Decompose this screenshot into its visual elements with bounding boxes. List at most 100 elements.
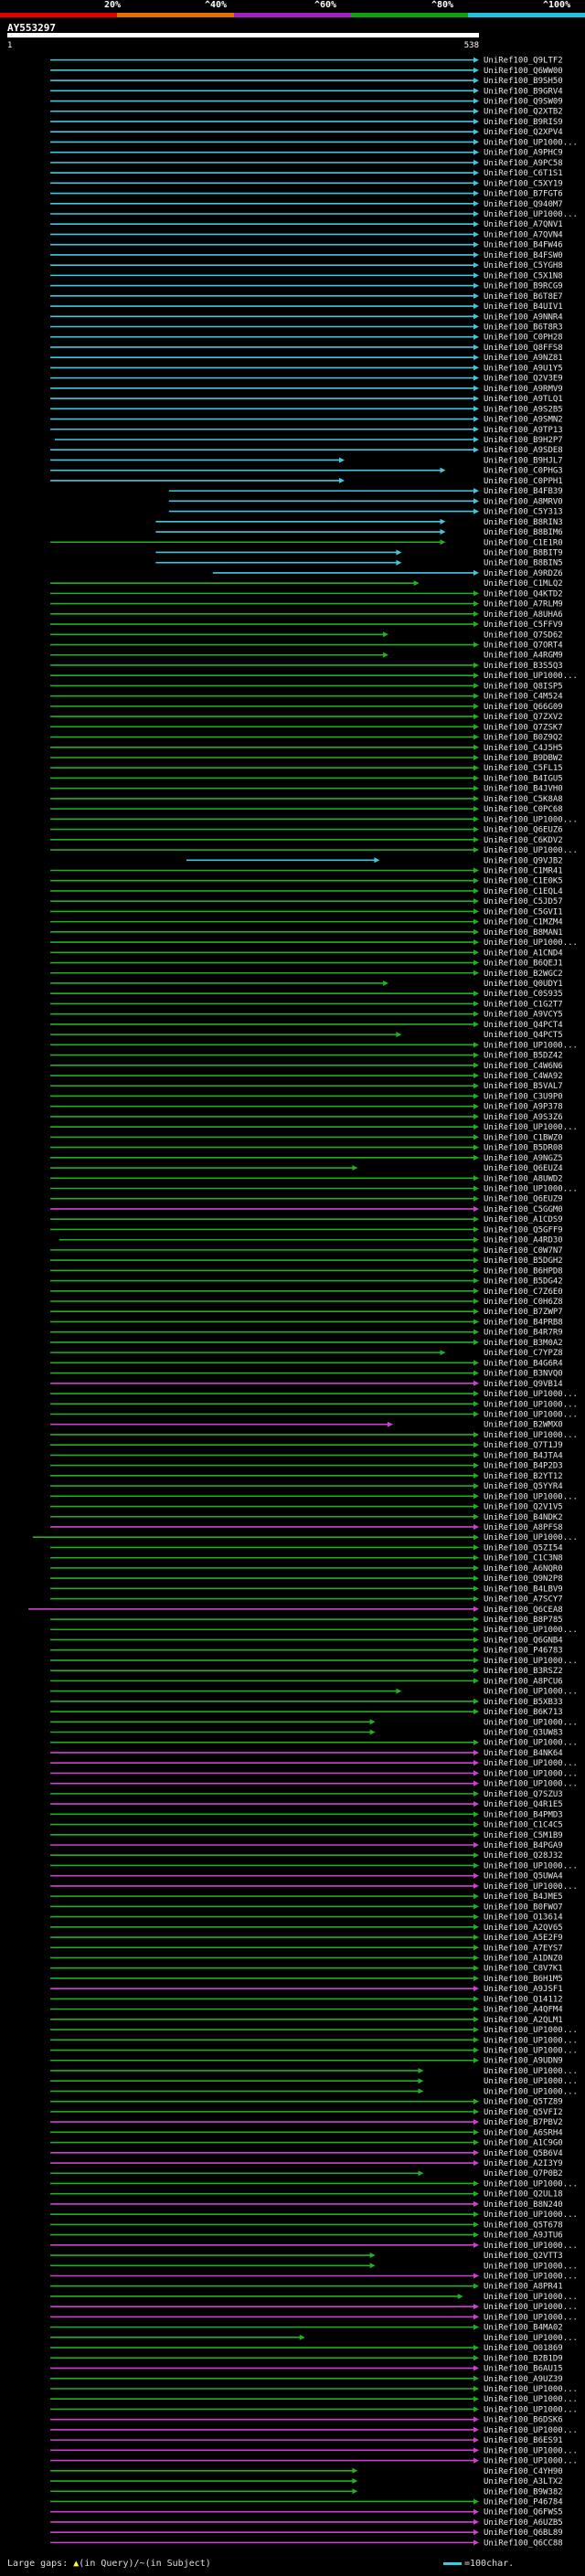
hit-row[interactable]: UniRef100_Q5TZ89 — [50, 2098, 563, 2107]
hit-label[interactable]: UniRef100_C5GVI1 — [484, 907, 563, 917]
hit-label[interactable]: UniRef100_C7Z6E0 — [484, 1288, 563, 1297]
hit-label[interactable]: UniRef100_A7RLM9 — [484, 600, 563, 610]
hit-label[interactable]: UniRef100_C5JD57 — [484, 897, 563, 906]
hit-row[interactable]: UniRef100_A6NQR0 — [50, 1564, 563, 1574]
hit-row[interactable]: UniRef100_Q5ZI54 — [50, 1543, 563, 1553]
hit-label[interactable]: UniRef100_B5XB33 — [484, 1698, 563, 1707]
hit-row[interactable]: UniRef100_UP1000... — [50, 938, 578, 948]
hit-label[interactable]: UniRef100_Q6WW00 — [484, 67, 563, 76]
hit-label[interactable]: UniRef100_Q5TZ89 — [484, 2098, 563, 2107]
hit-label[interactable]: UniRef100_C4M524 — [484, 693, 563, 702]
hit-label[interactable]: UniRef100_Q7ZSK7 — [484, 723, 563, 732]
hit-row[interactable]: UniRef100_C5FL15 — [50, 764, 563, 773]
hit-label[interactable]: UniRef100_B4JTA4 — [484, 1451, 563, 1460]
hit-row[interactable]: UniRef100_B9W382 — [50, 2487, 563, 2496]
hit-label[interactable]: UniRef100_UP1000... — [484, 2036, 578, 2045]
hit-label[interactable]: UniRef100_UP1000... — [484, 2334, 578, 2343]
hit-row[interactable]: UniRef100_Q7T1J9 — [50, 1441, 563, 1450]
hit-row[interactable]: UniRef100_UP1000... — [50, 1759, 578, 1768]
hit-row[interactable]: UniRef100_Q9SW09 — [50, 98, 563, 107]
hit-label[interactable]: UniRef100_O13614 — [484, 1913, 563, 1923]
hit-label[interactable]: UniRef100_A2QLM1 — [484, 2016, 563, 2025]
hit-label[interactable]: UniRef100_UP1000... — [484, 2273, 578, 2282]
hit-row[interactable]: UniRef100_B8BIM6 — [155, 528, 563, 537]
hit-row[interactable]: UniRef100_B4PMD3 — [50, 1810, 563, 1819]
hit-label[interactable]: UniRef100_C3U9P0 — [484, 1092, 563, 1101]
hit-label[interactable]: UniRef100_A1DNZ0 — [484, 1954, 563, 1963]
hit-row[interactable]: UniRef100_C0S935 — [50, 990, 563, 999]
hit-row[interactable]: UniRef100_UP1000... — [50, 1431, 578, 1440]
hit-label[interactable]: UniRef100_B2B1D9 — [484, 2354, 563, 2363]
hit-row[interactable]: UniRef100_C4YH90 — [50, 2467, 563, 2476]
hit-label[interactable]: UniRef100_Q9VB14 — [484, 1380, 563, 1389]
hit-label[interactable]: UniRef100_Q7SD62 — [484, 631, 563, 640]
hit-label[interactable]: UniRef100_A9JSF1 — [484, 1985, 563, 1994]
hit-label[interactable]: UniRef100_B9DBW2 — [484, 754, 563, 763]
hit-row[interactable]: UniRef100_A9NNR4 — [50, 313, 563, 322]
hit-label[interactable]: UniRef100_Q7P0B2 — [484, 2169, 563, 2178]
hit-label[interactable]: UniRef100_C1C4C5 — [484, 1821, 563, 1830]
hit-row[interactable]: UniRef100_B2YT12 — [50, 1472, 563, 1481]
hit-row[interactable]: UniRef100_C1BWZ0 — [50, 1133, 563, 1142]
hit-row[interactable]: UniRef100_A1CND4 — [50, 949, 563, 958]
hit-row[interactable]: UniRef100_Q940M7 — [50, 200, 563, 209]
hit-row[interactable]: UniRef100_C5FFV9 — [50, 620, 563, 630]
hit-label[interactable]: UniRef100_Q2UL18 — [484, 2190, 563, 2200]
hit-row[interactable]: UniRef100_UP1000... — [50, 2405, 578, 2414]
hit-label[interactable]: UniRef100_Q4PCT5 — [484, 1031, 563, 1040]
hit-row[interactable]: UniRef100_B6T8R3 — [50, 323, 563, 332]
hit-label[interactable]: UniRef100_UP1000... — [484, 1041, 578, 1050]
hit-row[interactable]: UniRef100_B9RIS9 — [50, 118, 563, 127]
hit-row[interactable]: UniRef100_Q7ZXV2 — [50, 713, 563, 722]
hit-row[interactable]: UniRef100_B6H1M5 — [50, 1975, 563, 1984]
hit-row[interactable]: UniRef100_B8MAN1 — [50, 928, 563, 938]
hit-label[interactable]: UniRef100_A9PHC9 — [484, 149, 563, 158]
hit-row[interactable]: UniRef100_Q7ZSK7 — [50, 723, 563, 732]
hit-row[interactable]: UniRef100_A9PC58 — [50, 159, 563, 168]
hit-row[interactable]: UniRef100_Q4KTD2 — [50, 589, 563, 599]
hit-label[interactable]: UniRef100_A9S3Z6 — [484, 1113, 563, 1122]
hit-row[interactable]: UniRef100_Q7P0B2 — [50, 2169, 563, 2178]
hit-label[interactable]: UniRef100_UP1000... — [484, 1431, 578, 1440]
hit-row[interactable]: UniRef100_Q4R1E5 — [50, 1800, 563, 1809]
hit-row[interactable]: UniRef100_UP1000... — [50, 2293, 578, 2302]
hit-row[interactable]: UniRef100_B2WMX0 — [50, 1421, 563, 1430]
hit-label[interactable]: UniRef100_C1MZM4 — [484, 918, 563, 928]
hit-label[interactable]: UniRef100_A9S2B5 — [484, 405, 563, 414]
hit-label[interactable]: UniRef100_B4PMD3 — [484, 1810, 563, 1819]
hit-row[interactable]: UniRef100_B4G6R4 — [50, 1359, 563, 1368]
hit-label[interactable]: UniRef100_Q7SZU3 — [484, 1790, 563, 1799]
hit-row[interactable]: UniRef100_C1MZM4 — [50, 918, 563, 928]
hit-row[interactable]: UniRef100_UP1000... — [50, 138, 578, 147]
hit-row[interactable]: UniRef100_C1E0K5 — [50, 877, 563, 886]
hit-row[interactable]: UniRef100_C1C3N8 — [50, 1554, 563, 1564]
hit-row[interactable]: UniRef100_UP1000... — [50, 1718, 578, 1727]
hit-label[interactable]: UniRef100_B6HPD8 — [484, 1267, 563, 1276]
hit-row[interactable]: UniRef100_O13614 — [50, 1913, 563, 1923]
hit-row[interactable]: UniRef100_UP1000... — [50, 1185, 578, 1194]
hit-label[interactable]: UniRef100_UP1000... — [484, 1657, 578, 1666]
hit-row[interactable]: UniRef100_A2QV65 — [50, 1924, 563, 1933]
hit-row[interactable]: UniRef100_A6SRH4 — [50, 2128, 563, 2137]
hit-label[interactable]: UniRef100_B8BIT9 — [484, 548, 563, 557]
hit-label[interactable]: UniRef100_UP1000... — [484, 1688, 578, 1697]
hit-row[interactable]: UniRef100_A9VCY5 — [50, 1011, 563, 1020]
hit-label[interactable]: UniRef100_UP1000... — [484, 1185, 578, 1194]
hit-row[interactable]: UniRef100_B5XB33 — [50, 1698, 563, 1707]
hit-row[interactable]: UniRef100_UP1000... — [50, 2026, 578, 2035]
hit-row[interactable]: UniRef100_A4QFM4 — [50, 2006, 563, 2015]
hit-label[interactable]: UniRef100_Q7T1J9 — [484, 1441, 563, 1450]
hit-row[interactable]: UniRef100_A9S3Z6 — [50, 1113, 563, 1122]
hit-row[interactable]: UniRef100_Q7ORT4 — [50, 641, 563, 651]
hit-label[interactable]: UniRef100_A9U1Y5 — [484, 364, 563, 373]
hit-label[interactable]: UniRef100_P46784 — [484, 2497, 563, 2507]
hit-label[interactable]: UniRef100_UP1000... — [484, 1123, 578, 1132]
hit-label[interactable]: UniRef100_A5E2F9 — [484, 1934, 563, 1943]
hit-label[interactable]: UniRef100_C8V7K1 — [484, 1965, 563, 1974]
hit-row[interactable]: UniRef100_Q6GNB4 — [50, 1636, 563, 1645]
hit-label[interactable]: UniRef100_B9H2P7 — [484, 436, 563, 445]
hit-row[interactable]: UniRef100_A1DNZ0 — [50, 1954, 563, 1963]
hit-row[interactable]: UniRef100_Q6EUZ9 — [50, 1195, 563, 1204]
hit-row[interactable]: UniRef100_UP1000... — [50, 1123, 578, 1132]
hit-label[interactable]: UniRef100_C1C3N8 — [484, 1554, 563, 1564]
